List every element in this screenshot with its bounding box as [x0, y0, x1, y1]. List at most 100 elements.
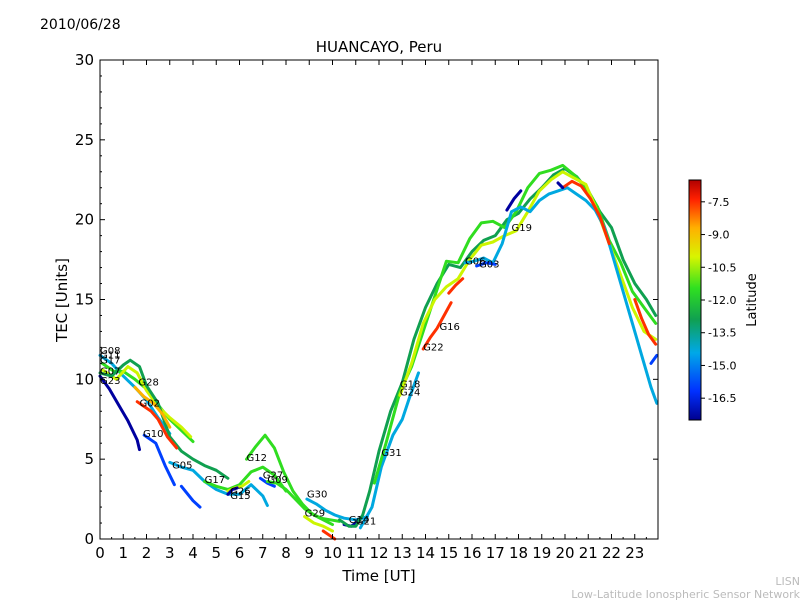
series-g21 — [338, 167, 658, 528]
series-g02 — [135, 400, 179, 450]
prn-label: G26 — [230, 486, 250, 497]
colorbar-tick-label: -12.0 — [708, 294, 736, 307]
series-g15 — [226, 486, 239, 496]
colorbar-tick-label: -9.0 — [708, 229, 729, 242]
x-tick-label: 18 — [509, 544, 528, 562]
x-tick-label: 21 — [579, 544, 598, 562]
y-tick-label: 0 — [84, 530, 94, 548]
prn-label: G19 — [512, 223, 532, 234]
prn-label: G17 — [100, 355, 120, 366]
prn-label: G16 — [439, 322, 459, 333]
colorbar-tick-label: -10.5 — [708, 261, 736, 274]
series-g07 — [98, 358, 230, 480]
prn-label: G11 — [100, 351, 120, 362]
prn-label: G17 — [205, 475, 225, 486]
x-tick-label: 23 — [625, 544, 644, 562]
y-tick-label: 25 — [75, 131, 94, 149]
x-tick-label: 8 — [281, 544, 291, 562]
series-g31 — [358, 371, 420, 530]
series-g22 — [421, 301, 453, 351]
x-tick-label: 10 — [323, 544, 342, 562]
x-tick-label: 4 — [188, 544, 198, 562]
x-tick-label: 0 — [95, 544, 105, 562]
x-tick-label: 13 — [393, 544, 412, 562]
prn-label: G02 — [140, 398, 160, 409]
y-tick-label: 30 — [75, 51, 94, 69]
x-tick-label: 9 — [304, 544, 314, 562]
x-tick-label: 22 — [602, 544, 621, 562]
prn-label: G21 — [356, 517, 376, 528]
colorbar-tick-label: -15.0 — [708, 359, 736, 372]
prn-label: G24 — [400, 387, 420, 398]
prn-label: G14 — [349, 515, 369, 526]
y-tick-label: 5 — [84, 450, 94, 468]
x-tick-label: 12 — [369, 544, 388, 562]
y-tick-label: 20 — [75, 211, 94, 229]
series-g20b — [649, 353, 659, 365]
series-g19 — [505, 189, 523, 212]
series-g09 — [265, 480, 334, 527]
prn-label: G08 — [100, 346, 120, 357]
prn-label: G28 — [138, 378, 158, 389]
series-g20 — [633, 298, 658, 346]
x-tick-label: 15 — [439, 544, 458, 562]
prn-label: G27 — [263, 470, 283, 481]
prn-label: G07 — [100, 367, 120, 378]
x-tick-label: 16 — [462, 544, 481, 562]
x-tick-label: 11 — [346, 544, 365, 562]
series-g29b — [321, 529, 337, 541]
x-tick-label: 2 — [142, 544, 152, 562]
chart-title: HUANCAYO, Peru — [316, 38, 442, 56]
prn-label: G22 — [423, 343, 443, 354]
prn-label: G09 — [267, 475, 287, 486]
prn-label: G05 — [172, 461, 192, 472]
x-tick-label: 1 — [118, 544, 128, 562]
footer-lisn: LISN — [775, 575, 800, 588]
x-tick-label: 7 — [258, 544, 268, 562]
x-tick-label: 17 — [486, 544, 505, 562]
series-g29 — [303, 515, 334, 533]
prn-label: G06 — [465, 256, 485, 267]
x-tick-label: 20 — [555, 544, 574, 562]
x-tick-label: 19 — [532, 544, 551, 562]
series-g05 — [168, 460, 269, 507]
x-axis-label: Time [UT] — [341, 567, 415, 585]
colorbar-tick-label: -13.5 — [708, 327, 736, 340]
prn-label: G03 — [479, 260, 499, 271]
prn-label: G23 — [100, 376, 120, 387]
y-tick-label: 10 — [75, 370, 94, 388]
colorbar-label: Latitude — [745, 273, 760, 327]
colorbar — [688, 179, 702, 421]
colorbar-ticks: -7.5 -9.0 -10.5 -12.0 -13.5 -15.0 -16.5 — [701, 196, 736, 405]
axis-ticks: 0 1 2 3 4 5 6 7 8 9 10 11 12 13 14 15 16 17 18 19 20 21 22 2305… — [75, 51, 658, 562]
y-axis-label: TEC [Units] — [53, 258, 71, 343]
series-g19b — [561, 179, 611, 246]
x-tick-label: 14 — [416, 544, 435, 562]
colorbar-tick-label: -16.5 — [708, 392, 736, 405]
footer-network: Low-Latitude Ionospheric Sensor Network — [571, 588, 800, 601]
series-g16 — [447, 277, 465, 295]
prn-label: G15 — [230, 491, 250, 502]
x-tick-label: 3 — [165, 544, 175, 562]
series-g17b — [203, 465, 288, 493]
y-tick-label: 15 — [75, 291, 94, 309]
series-layer — [98, 163, 659, 541]
series-g27 — [258, 476, 276, 488]
prn-label: G10 — [143, 429, 163, 440]
x-tick-label: 6 — [235, 544, 245, 562]
series-g18 — [372, 163, 658, 485]
series-g17 — [100, 365, 193, 439]
colorbar-tick-label: -7.5 — [708, 196, 729, 209]
prn-label: G18 — [400, 379, 420, 390]
prn-label: G30 — [307, 489, 327, 500]
prn-label: G29 — [305, 509, 325, 520]
series-g05b — [179, 484, 202, 509]
series-g10 — [142, 433, 176, 487]
series-g28 — [133, 385, 172, 429]
x-tick-label: 5 — [211, 544, 221, 562]
prn-label: G31 — [381, 448, 401, 459]
prn-label: G12 — [246, 453, 266, 464]
series-g19c — [556, 181, 565, 190]
